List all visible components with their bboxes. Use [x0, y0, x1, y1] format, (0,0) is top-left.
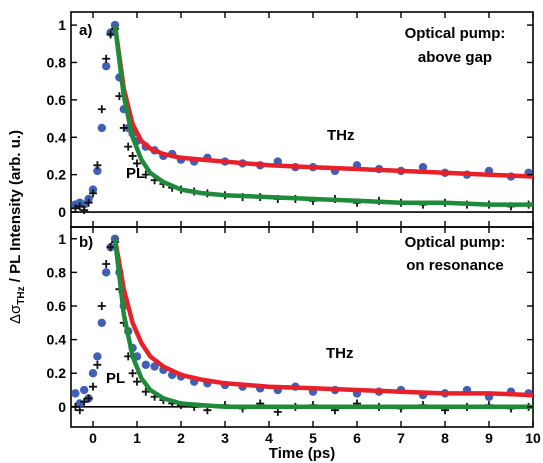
pl-point — [93, 360, 102, 369]
pl-point — [80, 397, 89, 406]
thz-point — [97, 318, 107, 327]
thz-point — [102, 62, 111, 71]
pl-point — [80, 206, 89, 215]
pl-point — [141, 387, 150, 396]
y-tick-label: 0.4 — [47, 129, 67, 145]
x-tick-label: 4 — [265, 430, 273, 446]
thz-point — [88, 369, 98, 378]
thz-point — [97, 123, 107, 133]
pl-point — [124, 142, 133, 151]
pl-point — [84, 198, 93, 207]
x-tick-label: 2 — [177, 430, 185, 446]
y-tick-label: 0.2 — [47, 167, 67, 183]
pl-point — [75, 406, 84, 415]
x-tick-label: 10 — [525, 430, 541, 446]
panel-a: a) Optical pump: above gap THz PL 0 0.2 0.… — [47, 11, 534, 228]
pl-fit-line — [112, 24, 533, 207]
thz-fit-line — [112, 238, 534, 398]
thz-point — [418, 162, 428, 172]
y-axis-label: ΔσTHz / PL Intensity (arb. u.) — [7, 130, 27, 324]
y-tick-label: 0 — [58, 399, 66, 415]
pl-point — [102, 54, 111, 63]
panel-b: b) Optical pump: on resonance THz PL 0 0.… — [47, 226, 534, 428]
y-tick-label: 0.8 — [47, 264, 67, 280]
thz-point — [80, 385, 89, 395]
x-axis-label: Time (ps) — [269, 445, 335, 462]
thz-point — [71, 389, 80, 398]
x-tick-label: 7 — [397, 430, 405, 446]
pl-point — [84, 394, 93, 403]
panel-b-annotation-line1: Optical pump: — [405, 234, 506, 251]
y-tick-label: 1 — [58, 231, 66, 247]
panel-b-plot — [71, 234, 534, 416]
pl-point — [128, 151, 137, 160]
y-tick-label: 0.8 — [47, 54, 67, 70]
y-tick-label: 0 — [58, 204, 66, 220]
panel-b-label: b) — [79, 234, 93, 251]
y-axis-label-delta-sigma: Δσ — [7, 304, 24, 324]
y-tick-label: 0.4 — [47, 332, 67, 348]
x-tick-label: 1 — [133, 430, 141, 446]
pl-point — [102, 259, 111, 268]
panel-b-annotation-line2: on resonance — [406, 257, 504, 274]
panel-b-yticks: 0 0.2 0.4 0.6 0.8 1 — [47, 231, 533, 415]
y-tick-label: 0.6 — [47, 92, 67, 108]
x-tick-label: 6 — [353, 430, 361, 446]
pl-point — [141, 170, 150, 179]
panel-a-frame — [70, 11, 534, 228]
panel-a-thz-label: THz — [327, 127, 355, 144]
panel-a-pl-label: PL — [126, 165, 145, 182]
thz-fit-line — [112, 24, 534, 179]
y-axis-label-subscript: THz — [16, 286, 27, 304]
pl-point — [97, 105, 106, 114]
pl-point — [71, 204, 80, 213]
pl-point — [128, 369, 137, 378]
panel-a-plot — [71, 20, 534, 215]
panel-a-label: a) — [79, 22, 92, 39]
pl-point — [106, 243, 115, 252]
x-tick-label: 5 — [309, 430, 317, 446]
thz-point — [141, 360, 150, 370]
x-tick-label: 9 — [485, 430, 493, 446]
x-tick-label: 3 — [221, 430, 229, 446]
pl-fit-line — [112, 238, 533, 410]
panel-a-annotation-line1: Optical pump: — [405, 25, 506, 42]
x-tick-label: 0 — [89, 430, 97, 446]
y-tick-label: 0.2 — [47, 365, 67, 381]
y-axis-label-rest: / PL Intensity (arb. u.) — [7, 130, 24, 286]
pl-point — [273, 407, 282, 416]
x-axis: 0 1 2 3 4 5 6 7 8 9 10 — [89, 12, 541, 446]
thz-point — [93, 352, 102, 361]
x-tick-label: 8 — [441, 430, 449, 446]
panel-a-yticks: 0 0.2 0.4 0.6 0.8 1 — [47, 17, 533, 220]
pl-point — [133, 377, 141, 386]
thz-point — [93, 166, 102, 176]
pl-point — [133, 159, 141, 168]
pl-point — [89, 189, 97, 198]
panel-a-annotation-line2: above gap — [418, 49, 492, 66]
panel-b-thz-label: THz — [326, 345, 354, 362]
pl-point — [93, 161, 102, 170]
pl-point — [119, 123, 128, 132]
thz-point — [150, 362, 159, 371]
thz-point — [102, 268, 111, 277]
pl-point — [75, 202, 84, 211]
y-tick-label: 1 — [58, 17, 66, 33]
panel-b-pl-label: PL — [106, 370, 125, 387]
y-tick-label: 0.6 — [47, 298, 67, 314]
pl-point — [97, 301, 106, 310]
pl-point — [89, 382, 97, 391]
panel-b-frame — [70, 226, 534, 428]
pl-point — [106, 30, 115, 39]
